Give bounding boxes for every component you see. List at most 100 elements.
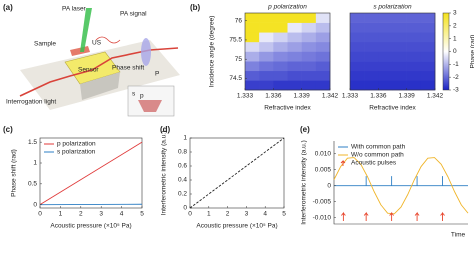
heatmap-cell bbox=[259, 32, 274, 43]
series-line bbox=[189, 137, 285, 209]
heatmap-cell bbox=[420, 61, 436, 72]
sample bbox=[70, 46, 90, 56]
heatmap-cell bbox=[301, 13, 317, 23]
heatmap-cell bbox=[364, 80, 379, 91]
x-axis-label: Refractive index bbox=[264, 105, 311, 112]
colorbar-tick-label: 0 bbox=[453, 48, 457, 55]
pulse-arrow bbox=[414, 211, 420, 221]
x-tick-label: 0 bbox=[38, 211, 42, 218]
label: P bbox=[155, 71, 159, 78]
y-tick-label: 0 bbox=[33, 201, 37, 208]
heatmap-cell bbox=[378, 32, 393, 43]
heatmap-cell bbox=[301, 80, 317, 91]
series-line bbox=[334, 176, 468, 187]
heatmap-cell bbox=[406, 51, 422, 62]
heatmap-cell bbox=[392, 41, 407, 52]
heatmap-cell bbox=[420, 51, 436, 62]
heatmap-cell bbox=[350, 51, 365, 62]
heatmap-cell bbox=[378, 22, 393, 33]
heatmap-cell bbox=[378, 80, 393, 91]
plot-frame bbox=[189, 137, 285, 209]
heatmap-cell bbox=[315, 41, 331, 52]
y-axis-label: Phase shift (rad) bbox=[11, 149, 18, 197]
x-tick-label: 1 bbox=[207, 211, 211, 218]
heatmap-cell bbox=[287, 51, 302, 62]
heatmap-cell bbox=[245, 61, 260, 72]
heatmap-cell bbox=[287, 70, 302, 81]
x-tick-label: 5 bbox=[140, 211, 144, 218]
y-tick-label: 0.4 bbox=[178, 177, 187, 184]
heatmap-cell bbox=[364, 51, 379, 62]
series-line bbox=[333, 157, 469, 215]
legend-label: With common path bbox=[351, 144, 406, 151]
heatmap-cell bbox=[392, 70, 407, 81]
pulse-arrow bbox=[389, 211, 394, 221]
y-tick-label: -0.010 bbox=[313, 214, 332, 221]
y-tick-label: 74.5 bbox=[229, 75, 242, 82]
heatmap-cell bbox=[364, 61, 379, 72]
heatmap-cell bbox=[259, 80, 274, 91]
heatmap-cell bbox=[245, 32, 260, 43]
heatmap-cell bbox=[273, 22, 288, 33]
pulse-arrow bbox=[341, 211, 346, 221]
heatmap-cell bbox=[273, 51, 288, 62]
x-tick-label: 2 bbox=[79, 211, 83, 218]
heatmap-cell bbox=[392, 61, 407, 72]
heatmap-cell bbox=[315, 13, 331, 23]
y-tick-label: 0.2 bbox=[178, 191, 187, 198]
colorbar-tick-label: 1 bbox=[453, 35, 457, 42]
y-tick-label: 76 bbox=[235, 17, 243, 24]
x-tick-label: 0 bbox=[188, 211, 192, 218]
colorbar-tick-label: -3 bbox=[453, 87, 459, 94]
heatmap-cell bbox=[378, 70, 393, 81]
label: PA signal bbox=[120, 11, 147, 18]
heatmap-cell bbox=[406, 61, 422, 72]
heatmap-cell bbox=[245, 80, 260, 91]
heatmap-cell bbox=[315, 51, 331, 62]
y-tick-label: 0.010 bbox=[315, 150, 332, 157]
heatmap-cell bbox=[301, 70, 317, 81]
heatmap-cell bbox=[350, 32, 365, 43]
heatmap-cell bbox=[245, 41, 260, 52]
heatmap-cell bbox=[287, 80, 302, 91]
y-tick-label: 75.5 bbox=[229, 37, 242, 44]
legend-label: Acoustic pulses bbox=[351, 160, 397, 167]
x-axis-label: Acoustic pressure (×10⁵ Pa) bbox=[196, 223, 277, 230]
x-tick-label: 1.339 bbox=[294, 93, 311, 100]
heatmap-cell bbox=[378, 51, 393, 62]
heatmap-cell bbox=[259, 61, 274, 72]
x-tick-label: 5 bbox=[282, 211, 286, 218]
heatmap-cell bbox=[301, 32, 317, 43]
heatmap-cell bbox=[350, 70, 365, 81]
heatmap-cell bbox=[420, 22, 436, 33]
colorbar-tick-label: -2 bbox=[453, 74, 459, 81]
heatmap-cell bbox=[364, 32, 379, 43]
y-tick-label: 1.5 bbox=[28, 139, 37, 146]
heatmap-cell bbox=[273, 70, 288, 81]
heatmap-cell bbox=[273, 61, 288, 72]
panel-label: (a) bbox=[3, 3, 13, 12]
heatmap-cell bbox=[245, 70, 260, 81]
colorbar bbox=[442, 12, 450, 91]
y-tick-label: 0 bbox=[327, 182, 331, 189]
heatmap-cell bbox=[287, 13, 302, 23]
colorbar-tick-label: 2 bbox=[453, 23, 457, 30]
heatmap-cell bbox=[259, 13, 274, 23]
heatmap-cell bbox=[378, 61, 393, 72]
heatmap-cell bbox=[287, 32, 302, 43]
y-tick-label: 0.005 bbox=[315, 166, 332, 173]
panel-label: (c) bbox=[3, 125, 13, 134]
heatmap-cell bbox=[273, 80, 288, 91]
y-tick-label: -0.005 bbox=[313, 198, 332, 205]
x-axis-label: Refractive index bbox=[369, 105, 416, 112]
label: Phase shift bbox=[112, 65, 144, 72]
schematic: (a) PA laser PA signal Sample US Sensor … bbox=[3, 3, 180, 117]
signal-wave bbox=[95, 36, 121, 44]
plot-frame bbox=[244, 12, 331, 91]
x-axis-label: Time bbox=[451, 232, 466, 239]
sensor-side bbox=[80, 72, 120, 100]
heatmap-cell bbox=[406, 41, 422, 52]
chart-title: s polarization bbox=[373, 4, 412, 11]
pulse-arrow bbox=[440, 211, 445, 221]
